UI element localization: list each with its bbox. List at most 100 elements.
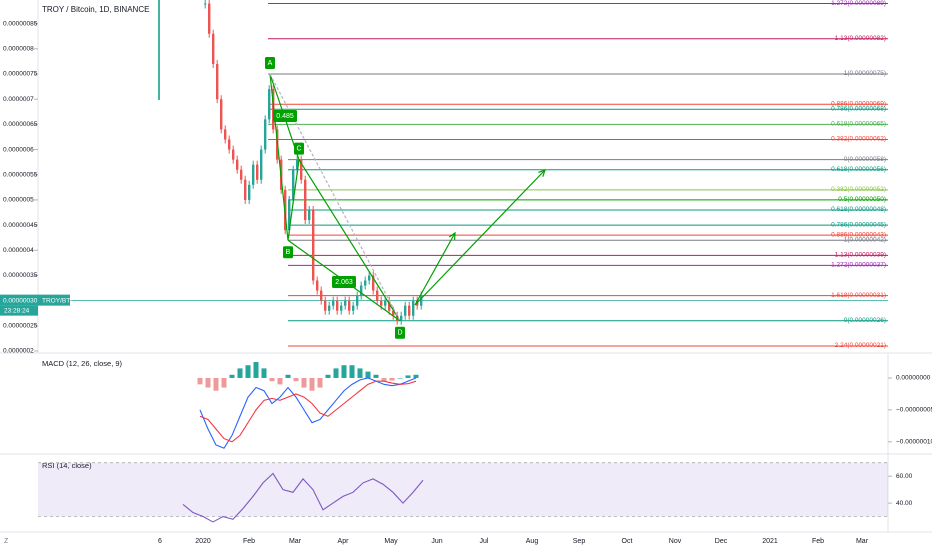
time-tick-label: Jul	[480, 538, 489, 545]
candle-body	[256, 164, 259, 180]
candle-body	[296, 159, 299, 170]
arrow-head	[448, 231, 456, 241]
pattern-point-box	[395, 326, 405, 339]
candle-body	[292, 169, 295, 200]
price-tick-label: 0.0000008	[3, 46, 34, 53]
candle-body	[300, 159, 303, 180]
candle-body	[368, 275, 371, 281]
macd-histogram-bar	[341, 365, 347, 378]
fib-label: 1.272(0.00000089)	[831, 0, 886, 7]
candle-body	[268, 89, 271, 120]
macd-histogram-bar	[357, 368, 363, 378]
candle-body	[388, 300, 391, 311]
price-tick-label: 0.0000007	[3, 96, 34, 103]
candle-body	[316, 280, 319, 291]
macd-histogram-bar	[349, 365, 355, 378]
symbol-tag: TROY/BTC	[42, 297, 75, 304]
candle-body	[364, 280, 367, 286]
macd-title: MACD (12, 26, close, 9)	[42, 359, 123, 368]
candle-body	[212, 33, 215, 64]
candle-body	[336, 300, 339, 311]
pattern-point-label: A	[268, 60, 273, 67]
price-tick-label: 0.00000075	[3, 71, 38, 78]
fib-label: 0.382(0.00000052)	[831, 186, 886, 193]
price-tick-label: 0.00000055	[3, 171, 38, 178]
candle-body	[260, 149, 263, 180]
time-tick-label: May	[384, 538, 398, 545]
candle-body	[288, 199, 291, 231]
countdown-label: 23:28:24	[4, 307, 30, 314]
macd-histogram-bar	[317, 377, 323, 388]
macd-histogram-bar	[205, 377, 211, 388]
candle-body	[252, 164, 255, 185]
macd-tick-label: −0.00000005	[896, 407, 932, 414]
rsi-tick-label: 60.00	[896, 473, 913, 480]
candle-body	[356, 295, 359, 306]
macd-histogram-bar	[389, 377, 395, 381]
candle-body	[224, 129, 227, 140]
fib-label: 1.272(0.00000037)	[831, 262, 886, 269]
candle-body	[216, 63, 219, 100]
time-tick-label: Oct	[622, 538, 633, 545]
candle-body	[304, 179, 307, 221]
macd-histogram-bar	[285, 374, 291, 378]
price-tick-label: 0.0000002	[3, 348, 34, 355]
macd-histogram-bar	[213, 377, 219, 391]
macd-line	[199, 377, 417, 449]
ratio-label: 2.063	[335, 279, 353, 286]
time-tick-label: Aug	[526, 538, 539, 545]
fib-label: 0.618(0.00000065)	[831, 121, 886, 128]
macd-histogram-bar	[309, 377, 315, 391]
macd-histogram-bar	[365, 371, 371, 378]
arrow-head	[538, 169, 546, 177]
candle-body	[344, 300, 347, 306]
macd-histogram-bar	[229, 374, 235, 378]
candle-body	[412, 300, 415, 316]
price-tick-label: 0.00000065	[3, 121, 38, 128]
candle-body	[332, 300, 335, 306]
macd-histogram-bar	[277, 377, 283, 385]
macd-tick-label: 0.00000000	[896, 375, 931, 382]
candle-body	[204, 3, 207, 5]
candle-body	[244, 179, 247, 200]
countdown-box	[0, 305, 38, 316]
fib-label: 0.618(0.00000056)	[831, 166, 886, 173]
time-tick-label: Nov	[669, 538, 682, 545]
fib-label: 0.382(0.00000062)	[831, 136, 886, 143]
candle-body	[408, 305, 411, 316]
fib-label: 0.886(0.00000069)	[831, 100, 886, 107]
fib-label: 1(0.00000042)	[844, 236, 886, 243]
fib-label: 1.618(0.00000031)	[831, 292, 886, 299]
macd-histogram-bar	[325, 374, 331, 378]
candle-body	[248, 184, 251, 200]
projection-arrow	[414, 169, 546, 306]
candle-body	[400, 315, 403, 321]
candle-body	[360, 285, 363, 296]
time-tick-label: Dec	[715, 538, 728, 545]
pattern-leg	[298, 159, 401, 322]
macd-histogram-bar	[373, 374, 379, 378]
macd-histogram-bar	[381, 377, 387, 382]
fib-label: 0.786(0.00000068)	[831, 105, 886, 112]
price-tick-label: 0.00000035	[3, 272, 38, 279]
time-tick-label: Jun	[431, 538, 442, 545]
fib-label: 0.618(0.00000048)	[831, 206, 886, 213]
zoom-icon[interactable]: Z	[4, 538, 9, 545]
fib-label: 0(0.00000058)	[844, 156, 886, 163]
macd-histogram-bar	[245, 365, 251, 378]
macd-histogram-bar	[253, 362, 259, 378]
pattern-point-box	[265, 57, 275, 70]
projection-arrow	[414, 232, 456, 306]
candle-body	[376, 290, 379, 301]
price-tick-label: 0.00000045	[3, 222, 38, 229]
fib-label: 1.13(0.00000082)	[835, 35, 886, 42]
fib-label: 0.886(0.00000043)	[831, 231, 886, 238]
candle-body	[272, 89, 275, 130]
candle-body	[392, 310, 395, 316]
candle-body	[352, 305, 355, 311]
rsi-line	[182, 472, 424, 523]
fib-label: 0.786(0.00000045)	[831, 221, 886, 228]
rsi-band	[38, 462, 888, 517]
